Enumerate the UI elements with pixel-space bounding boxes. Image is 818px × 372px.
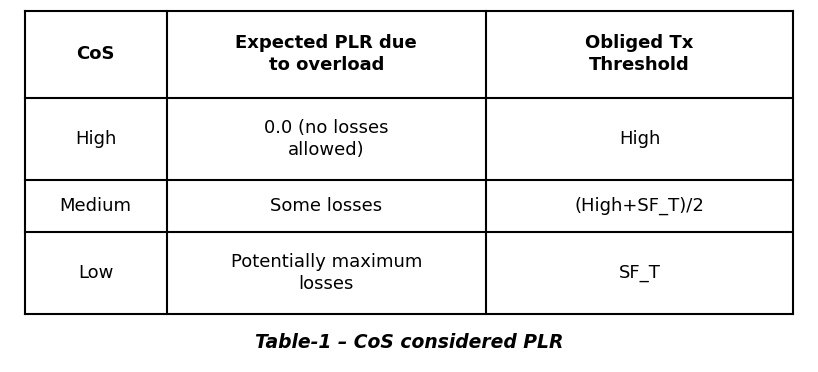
Text: Potentially maximum
losses: Potentially maximum losses — [231, 253, 422, 293]
Text: CoS: CoS — [76, 45, 115, 63]
Text: Low: Low — [78, 264, 114, 282]
Text: Expected PLR due
to overload: Expected PLR due to overload — [236, 34, 417, 74]
Text: Obliged Tx
Threshold: Obliged Tx Threshold — [586, 34, 694, 74]
Text: High: High — [619, 130, 660, 148]
Text: SF_T: SF_T — [618, 264, 661, 282]
Text: High: High — [75, 130, 116, 148]
Text: Medium: Medium — [60, 197, 132, 215]
Text: Some losses: Some losses — [270, 197, 382, 215]
Text: (High+SF_T)/2: (High+SF_T)/2 — [575, 197, 704, 215]
Text: Table-1 – CoS considered PLR: Table-1 – CoS considered PLR — [254, 333, 564, 352]
Text: 0.0 (no losses
allowed): 0.0 (no losses allowed) — [264, 119, 389, 159]
